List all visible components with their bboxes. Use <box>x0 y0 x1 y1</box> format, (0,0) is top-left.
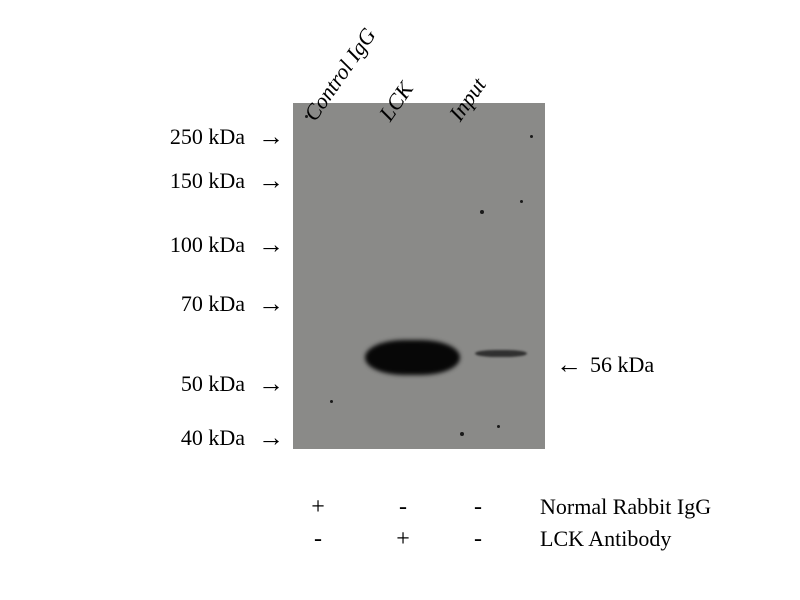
mw-marker-label: 40 kDa <box>150 425 245 451</box>
condition-label: LCK Antibody <box>540 526 671 552</box>
speck <box>460 432 464 436</box>
blot-membrane <box>293 103 545 449</box>
condition-mark: + <box>388 526 418 553</box>
speck <box>480 210 484 214</box>
target-arrow-icon: ← <box>556 350 582 380</box>
mw-marker-label: 100 kDa <box>150 232 245 258</box>
condition-mark: - <box>303 526 333 553</box>
speck <box>497 425 500 428</box>
arrow-right-icon: → <box>258 289 284 319</box>
arrow-right-icon: → <box>258 122 284 152</box>
speck <box>330 400 333 403</box>
mw-marker-label: 250 kDa <box>150 124 245 150</box>
arrow-right-icon: → <box>258 230 284 260</box>
speck <box>520 200 523 203</box>
arrow-right-icon: → <box>258 423 284 453</box>
mw-marker-label: 50 kDa <box>150 371 245 397</box>
protein-band <box>365 340 460 375</box>
speck <box>305 115 308 118</box>
mw-marker-label: 70 kDa <box>150 291 245 317</box>
condition-mark: - <box>388 494 418 521</box>
protein-band <box>475 350 527 357</box>
target-band-label: 56 kDa <box>590 352 654 378</box>
blot-figure: Control IgG LCK Input 250 kDa→150 kDa→10… <box>0 0 800 600</box>
arrow-right-icon: → <box>258 369 284 399</box>
condition-mark: + <box>303 494 333 521</box>
condition-mark: - <box>463 526 493 553</box>
condition-label: Normal Rabbit IgG <box>540 494 711 520</box>
condition-mark: - <box>463 494 493 521</box>
arrow-right-icon: → <box>258 166 284 196</box>
speck <box>530 135 533 138</box>
mw-marker-label: 150 kDa <box>150 168 245 194</box>
